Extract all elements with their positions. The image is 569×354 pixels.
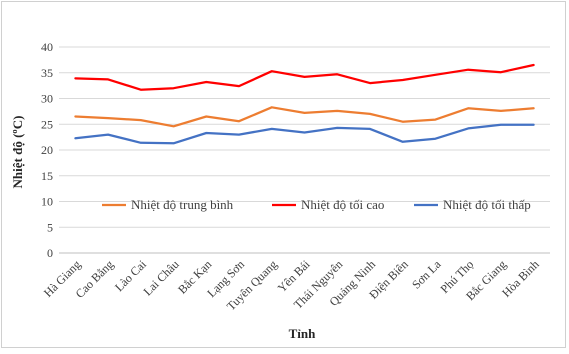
y-tick-label: 30 [41, 92, 53, 106]
y-tick-label: 40 [41, 40, 53, 54]
series-line-1 [75, 107, 533, 126]
x-axis-title: Tỉnh [289, 326, 317, 341]
y-tick-label: 25 [41, 117, 53, 131]
legend-label: Nhiệt độ trung bình [131, 197, 234, 212]
y-tick-label: 35 [41, 66, 53, 80]
y-axis-title: Nhiệt độ (ºC) [10, 116, 25, 189]
x-tick-label: Lai Châu [140, 257, 181, 298]
series-line-3 [75, 125, 533, 144]
y-axis-ticks: 0 5 10 15 20 25 30 35 40 [41, 40, 53, 260]
legend: Nhiệt độ trung bình Nhiệt độ tối cao Nhiệt… [102, 197, 531, 212]
series-lines [75, 65, 533, 143]
y-tick-label: 0 [47, 246, 53, 260]
legend-label: Nhiệt độ tối thấp [443, 197, 531, 212]
y-tick-label: 15 [41, 169, 53, 183]
y-tick-label: 10 [41, 195, 53, 209]
y-tick-label: 5 [47, 220, 53, 234]
y-tick-label: 20 [41, 143, 53, 157]
series-line-2 [75, 65, 533, 90]
legend-label: Nhiệt độ tối cao [301, 197, 384, 212]
